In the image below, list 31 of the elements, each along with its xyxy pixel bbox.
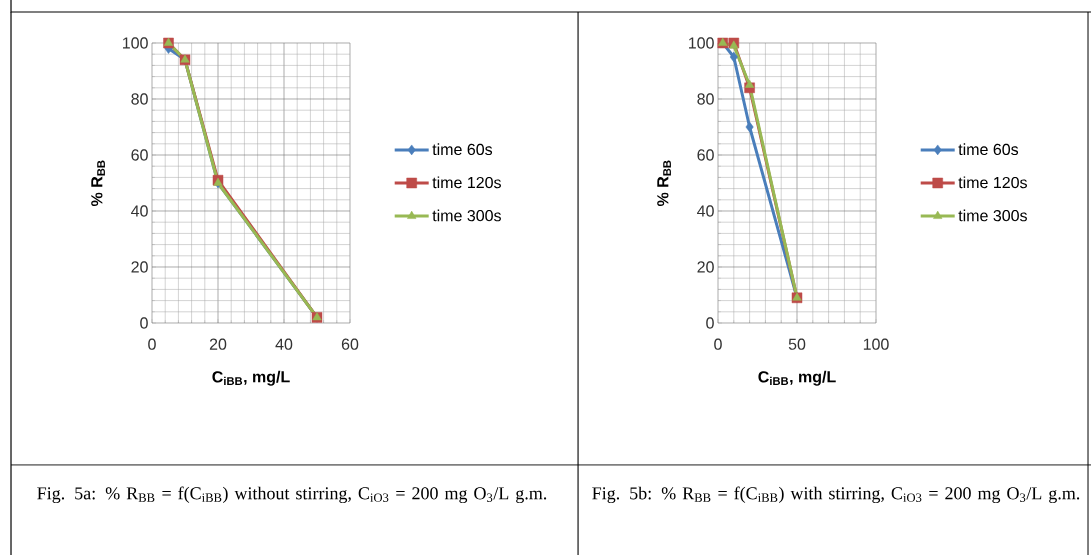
text: Fig. 5b: % R$_{BB}$ = f(C$_{iBB}$) with stirring, C$_{iO3}$ = 200 mg O$_{3}$/L g.m. [592, 486, 1080, 504]
legend-label: time 300s [958, 209, 1027, 222]
y-axis-title: % R$_{BB}$ [657, 160, 671, 207]
x-tick-label: 100 [863, 338, 889, 350]
y-tick-label: 80 [131, 93, 148, 105]
y-tick-label: 40 [697, 205, 714, 217]
legend-label: time 120s [958, 176, 1027, 189]
legend-label: time 60s [432, 143, 493, 156]
y-tick-label: 0 [706, 317, 714, 329]
x-tick-label: 40 [275, 338, 293, 350]
y-tick-label: 100 [123, 37, 148, 49]
x-tick-label: 60 [341, 338, 359, 350]
y-tick-label: 100 [689, 37, 714, 49]
x-tick-label: 50 [788, 338, 806, 350]
y-tick-label: 0 [140, 317, 148, 329]
x-axis-title: C$_{iBB}$, mg/L [212, 370, 290, 386]
x-tick-label: 0 [148, 338, 156, 350]
text: Fig. 5a: % R$_{BB}$ = f(C$_{iBB}$) without stirring, C$_{iO3}$ = 200 mg O$_{3}$/L g.m. [37, 486, 547, 504]
x-tick-label: 0 [714, 338, 722, 350]
y-tick-label: 60 [697, 149, 714, 161]
legend-label: time 120s [432, 176, 501, 189]
y-tick-label: 20 [131, 261, 148, 273]
y-axis-title: % R$_{BB}$ [91, 160, 105, 207]
y-tick-label: 60 [131, 149, 148, 161]
legend-label: time 300s [432, 209, 501, 222]
legend-label: time 60s [958, 143, 1019, 156]
y-tick-label: 80 [697, 93, 714, 105]
x-axis-title: C$_{iBB}$, mg/L [758, 370, 836, 386]
y-tick-label: 40 [131, 205, 148, 217]
x-tick-label: 20 [209, 338, 227, 350]
y-tick-label: 20 [697, 261, 714, 273]
